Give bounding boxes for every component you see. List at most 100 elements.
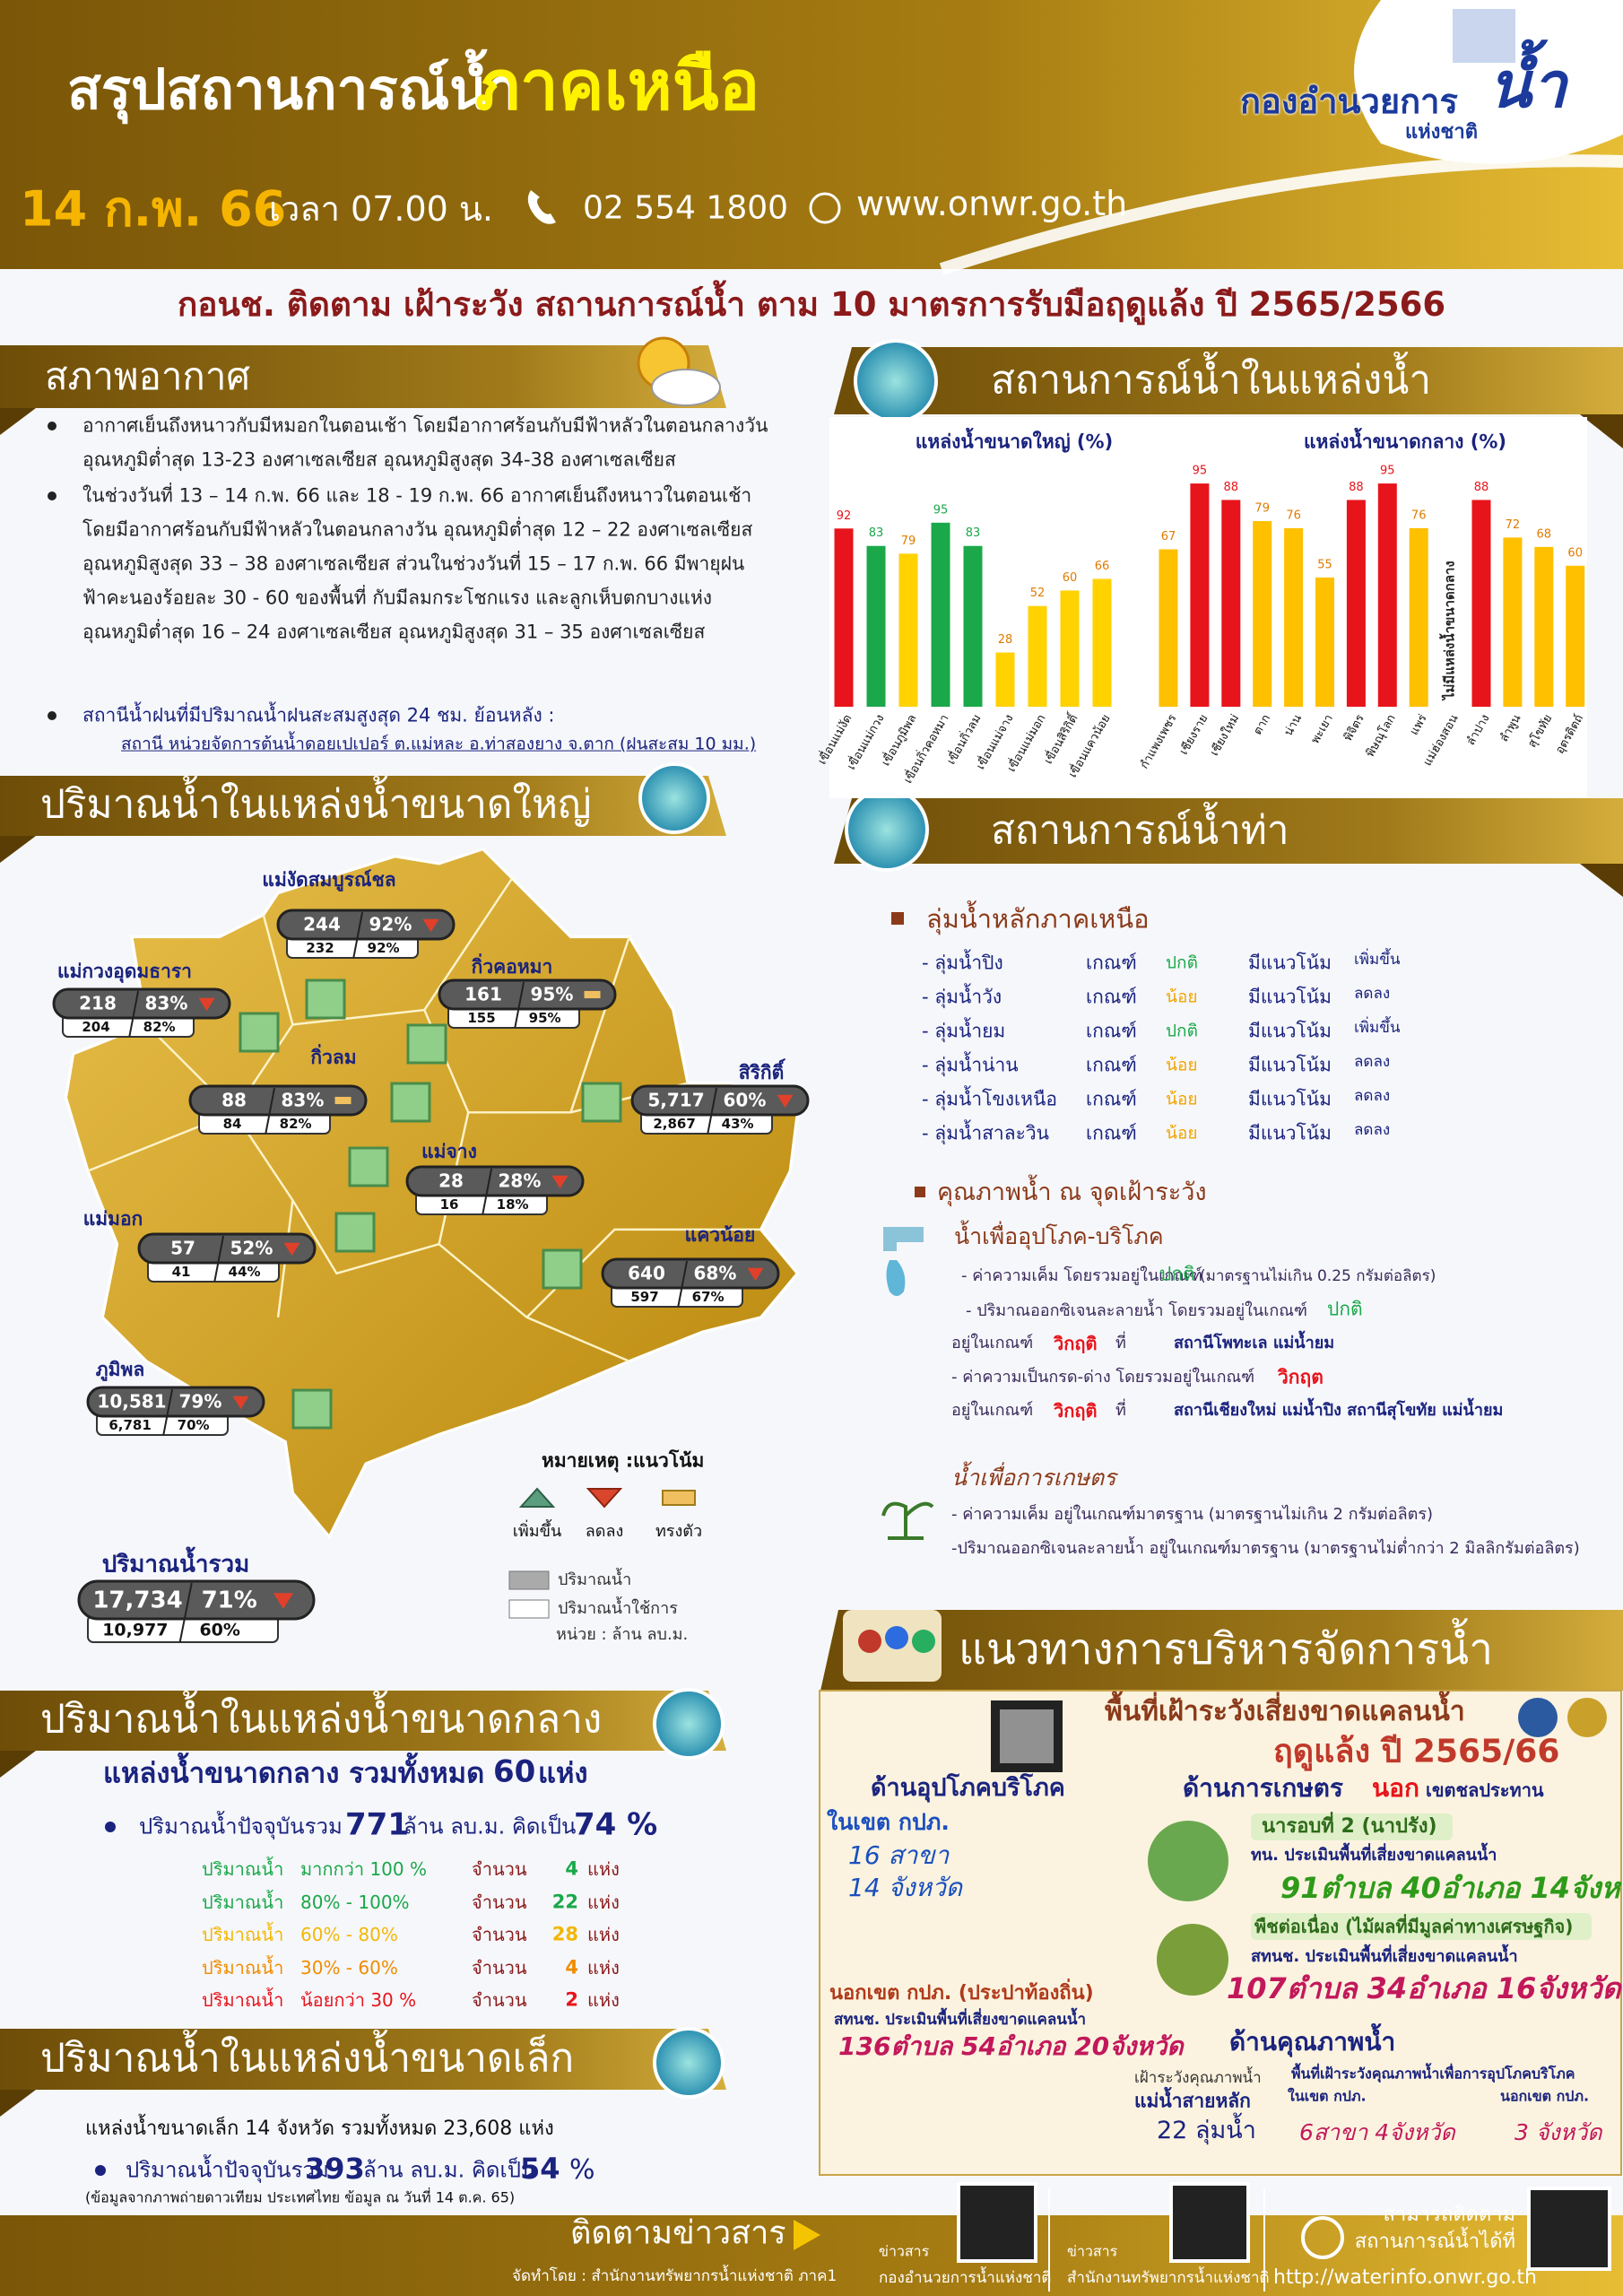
dam-name: แควน้อย (685, 1224, 756, 1246)
band-decor (0, 408, 36, 435)
basin-criterion: เกณฑ์ (1086, 986, 1137, 1008)
dam-volume: 88 (221, 1090, 247, 1111)
dam-percent: 83% (145, 993, 188, 1014)
dam-name: กิ่วลม (310, 1043, 357, 1068)
bar (834, 528, 854, 707)
section-icon (653, 1688, 725, 1760)
footer-text: ติดตามข่าวสาร (570, 2214, 786, 2252)
qr-code (1527, 2187, 1611, 2271)
text: ปริมาณน้ำ (202, 1989, 284, 2011)
text: ปกติ (1327, 1298, 1363, 1320)
dam-usable-percent: 82% (280, 1116, 312, 1132)
section-title: ปริมาณน้ำในแหล่งน้ำขนาดใหญ่ (40, 781, 592, 828)
text: อยู่ในเกณฑ์ (951, 1334, 1034, 1353)
text: http://waterinfo.onwr.go.th (1273, 2266, 1537, 2289)
text: (มาตรฐานไม่เกิน 0.25 กรัมต่อลิตร) (1200, 1266, 1436, 1285)
value-label: 83 (869, 526, 884, 540)
text: เฝ้าระวังคุณภาพน้ำ (1134, 2068, 1262, 2087)
value-label: 76 (1286, 509, 1301, 522)
logo-sub: แห่งชาติ (1405, 120, 1478, 144)
dam-percent: 68% (694, 1263, 737, 1284)
basin-trend-label: มีแนวโน้ม (1248, 1088, 1332, 1110)
weather-text: อุณหภูมิต่ำสุด 13-23 องศาเซลเซียส อุณหภู… (82, 448, 676, 471)
text: -ปริมาณออกซิเจนละลายน้ำ อยู่ในเกณฑ์มาตรฐ… (951, 1539, 1580, 1559)
text: นอกเขต กปภ. (1500, 2087, 1590, 2105)
dam-volume: 640 (628, 1263, 665, 1284)
value-label: 88 (1224, 481, 1239, 494)
weather-text: อุณหภูมิสูงสุด 33 – 38 องศาเซลเซียส ส่วน… (82, 552, 745, 575)
bar (1534, 546, 1554, 707)
text: สามารถติดตาม (1383, 2203, 1516, 2226)
text: แหล่งน้ำขนาดกลาง รวมทั้งหมด (103, 1757, 485, 1790)
dam-name: กิ่วคอหมา (471, 952, 552, 978)
text: ทน. ประเมินพื้นที่เสี่ยงขาดแคลนน้ำ (1251, 1846, 1497, 1866)
dam-usable-percent: 67% (692, 1289, 725, 1305)
value-label: 67 (1161, 530, 1176, 544)
trend-icon (283, 1242, 300, 1257)
dam-volume: 57 (170, 1238, 195, 1259)
text: 4 (565, 1857, 578, 1880)
page-title: สรุปสถานการณ์น้ำ (67, 56, 519, 122)
bullet (48, 491, 56, 500)
dam-name: แม่จาง (421, 1141, 477, 1162)
text: ข่าวสาร (1067, 2242, 1118, 2260)
trend-icon (232, 1396, 249, 1410)
dam-usable-percent: 70% (178, 1417, 210, 1433)
text: 771 (345, 1806, 409, 1843)
text: (ข้อมูลจากภาพถ่ายดาวเทียม ประเทศไทย ข้อม… (85, 2188, 516, 2206)
weather-text: อุณหภูมิต่ำสุด 16 – 24 องศาเซลเซียส อุณห… (82, 621, 706, 643)
dam-divider (128, 990, 140, 1038)
qr-code (1000, 1709, 1054, 1763)
band-decor (0, 2090, 36, 2117)
people-icon (843, 1610, 942, 1682)
basin-name: - ลุ่มน้ำวัง (922, 986, 1002, 1008)
text: จำนวน (472, 1891, 527, 1913)
bar (1284, 527, 1304, 707)
legend-label: เพิ่มขึ้น (512, 1522, 562, 1542)
basin-criterion: เกณฑ์ (1086, 1020, 1137, 1042)
value-label: 79 (1254, 502, 1270, 516)
header-swoosh (939, 154, 1623, 275)
dam-usable-percent: 60% (199, 1621, 239, 1640)
value-label: 68 (1537, 527, 1552, 541)
text: ปริมาณน้ำ (202, 1924, 284, 1945)
bar (866, 545, 886, 707)
value-label: 72 (1506, 518, 1521, 532)
basin-trend-label: มีแนวโน้ม (1248, 1122, 1332, 1144)
dam-percent: 83% (282, 1090, 325, 1111)
key-label: ปริมาณน้ำ (558, 1570, 632, 1590)
footer-text: จัดทำโดย : สำนักงานทรัพยากรน้ำแห่งชาติ ภ… (512, 2266, 838, 2285)
dam-name: แม่งัดสมบูรณ์ชล (262, 869, 395, 892)
text: สถานีเชียงใหม่ แม่น้ำปิง สถานีสุโขทัย แม… (1174, 1401, 1504, 1421)
text: เขตชลประทาน (1426, 1779, 1544, 1801)
basin-status: ปกติ (1166, 952, 1198, 973)
text: สทนช. ประเมินพื้นที่เสี่ยงขาดแคลนน้ำ (834, 2010, 1087, 2029)
dam-volume: 28 (438, 1170, 464, 1192)
basin-trend: เพิ่มขึ้น (1354, 1018, 1401, 1037)
quality-subtitle: น้ำเพื่ออุปโภค-บริโภค (954, 1223, 1164, 1249)
value-label: 66 (1095, 560, 1110, 573)
dam-volume-box (601, 1257, 780, 1290)
globe-icon (809, 192, 841, 224)
dam-usable: 84 (223, 1116, 242, 1132)
section-title: แนวทางการบริหารจัดการน้ำ (959, 1624, 1494, 1675)
dam-divider (213, 1235, 225, 1283)
bar (1346, 500, 1366, 707)
weather-text: โดยมีอากาศร้อนกับมีฟ้าหลัวในตอนกลางวัน อ… (82, 518, 753, 541)
dam-icons (239, 978, 622, 1430)
basin-trend-label: มีแนวโน้ม (1248, 986, 1332, 1008)
dam-volume-box (86, 1386, 265, 1418)
page-region: ภาคเหนือ (475, 45, 760, 126)
dam-usable-percent: 82% (143, 1019, 176, 1035)
weather-icon (637, 336, 721, 406)
trend-icon (422, 918, 439, 933)
text: 14 จังหวัด (848, 1873, 962, 1903)
text: พื้นที่เฝ้าระวังเสี่ยงขาดแคลนน้ำ (1105, 1696, 1465, 1727)
bullet (915, 1187, 925, 1197)
text: น้อยกว่า 30 % (300, 1989, 417, 2011)
section-band (0, 1691, 726, 1751)
text: 28 (551, 1923, 578, 1945)
text: % (569, 2154, 595, 2186)
text: ที่ (1115, 1401, 1126, 1421)
basin-status: น้อย (1166, 987, 1198, 1007)
